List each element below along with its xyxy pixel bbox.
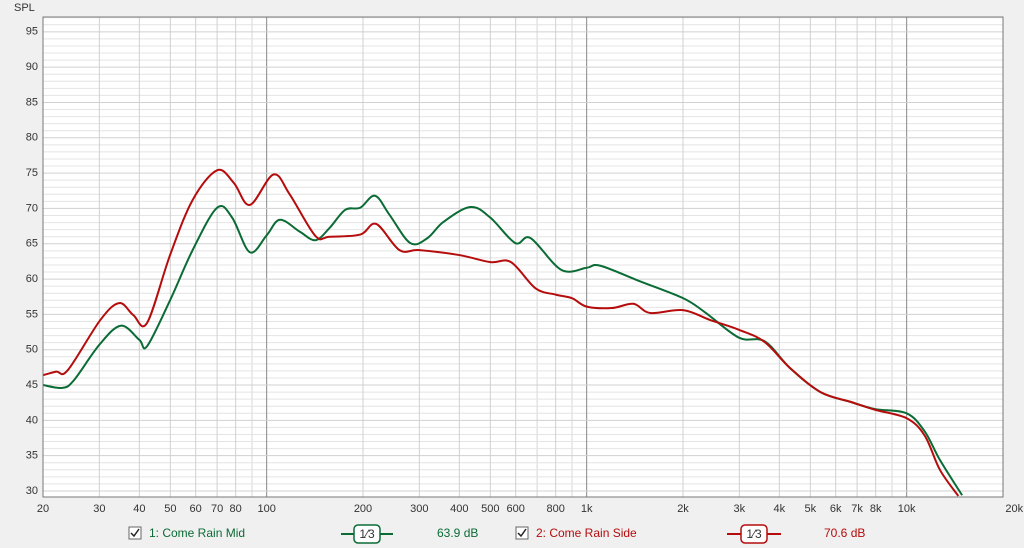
plot-border xyxy=(42,16,1004,498)
checkmark xyxy=(130,528,140,538)
legend-entry: 2: Come Rain Side xyxy=(536,526,637,540)
x-tick-label: 600 xyxy=(506,503,524,515)
y-tick-label: 30 xyxy=(26,485,38,497)
x-tick-label: 100 xyxy=(257,503,275,515)
x-tick-label: 400 xyxy=(450,503,468,515)
x-tick-label: 7k xyxy=(851,503,863,515)
checkbox[interactable] xyxy=(515,526,529,540)
smoothing-box[interactable] xyxy=(740,524,768,544)
checkbox[interactable] xyxy=(128,526,142,540)
grid xyxy=(42,17,1004,497)
x-tick-label: 30 xyxy=(93,503,105,515)
y-tick-label: 60 xyxy=(26,273,38,285)
y-axis-label: SPL xyxy=(14,2,35,14)
x-tick-label: 1k xyxy=(581,503,593,515)
level: 63.9 dB xyxy=(437,526,478,540)
x-tick-label: 200 xyxy=(354,503,372,515)
y-tick-label: 80 xyxy=(26,132,38,144)
x-tick-label: 4k xyxy=(774,503,786,515)
x-tick-label: 70 xyxy=(211,503,223,515)
y-tick-label: 65 xyxy=(26,238,38,250)
y-tick-label: 35 xyxy=(26,450,38,462)
x-tick-label: 10k xyxy=(898,503,916,515)
x-tick-label: 3k xyxy=(734,503,746,515)
series-line xyxy=(43,168,960,497)
y-tick-label: 55 xyxy=(26,308,38,320)
y-tick-label: 75 xyxy=(26,167,38,179)
x-tick-label: 8k xyxy=(870,503,882,515)
x-tick-label: 300 xyxy=(410,503,428,515)
x-tick-label: 80 xyxy=(230,503,242,515)
smoothing: 1⁄3 xyxy=(359,527,375,541)
x-tick-label: 800 xyxy=(546,503,564,515)
x-tick-label: 20kHz xyxy=(1005,503,1024,515)
plot-area xyxy=(43,17,1003,497)
level: 70.6 dB xyxy=(824,526,865,540)
x-tick-label: 5k xyxy=(805,503,817,515)
y-tick-label: 85 xyxy=(26,96,38,108)
curves xyxy=(43,168,963,497)
x-tick-label: 60 xyxy=(190,503,202,515)
smoothing: 1⁄3 xyxy=(746,527,762,541)
y-tick-label: 95 xyxy=(26,26,38,38)
x-tick-label: 6k xyxy=(830,503,842,515)
legend: 1: Come Rain Mid 1⁄3 63.9 dB 2: Come Rai… xyxy=(128,524,865,544)
smoothing-box[interactable] xyxy=(353,524,381,544)
y-tick-label: 90 xyxy=(26,61,38,73)
x-tick-label: 50 xyxy=(164,503,176,515)
y-tick-label: 45 xyxy=(26,379,38,391)
x-tick-label: 20 xyxy=(37,503,49,515)
y-tick-label: 40 xyxy=(26,414,38,426)
x-tick-label: 500 xyxy=(481,503,499,515)
checkmark xyxy=(517,528,527,538)
y-tick-label: 70 xyxy=(26,202,38,214)
x-tick-label: 40 xyxy=(133,503,145,515)
y-tick-label: 50 xyxy=(26,344,38,356)
legend-entry: 1: Come Rain Mid xyxy=(149,526,245,540)
x-tick-label: 2k xyxy=(677,503,689,515)
